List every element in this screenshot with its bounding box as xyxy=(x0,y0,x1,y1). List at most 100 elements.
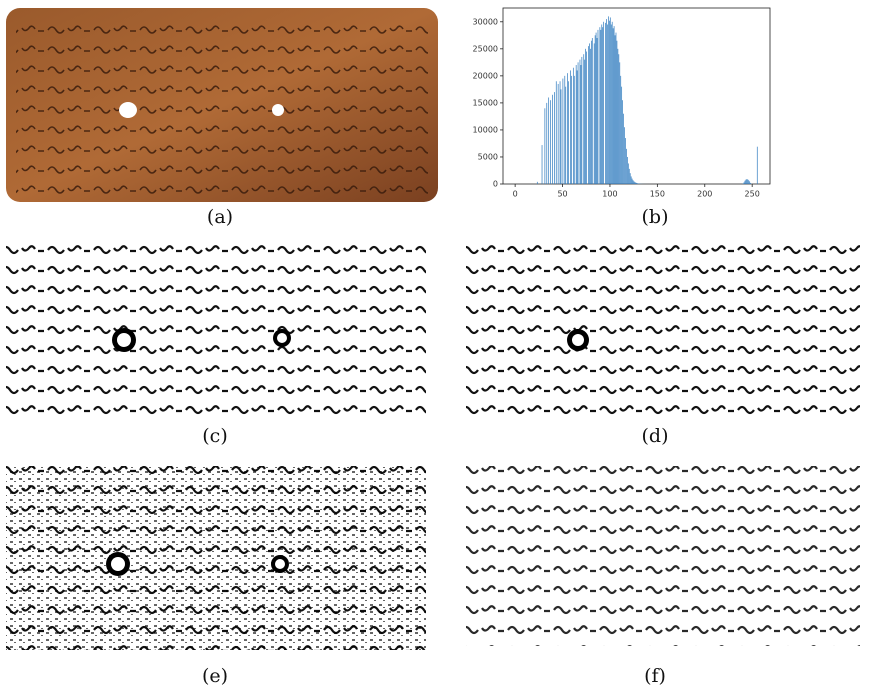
bar xyxy=(582,57,583,184)
bar xyxy=(628,163,629,184)
bar xyxy=(624,127,625,184)
bar xyxy=(594,43,595,184)
x-tick-label: 150 xyxy=(650,190,665,199)
y-tick-label: 20000 xyxy=(473,71,498,80)
bar xyxy=(634,181,635,184)
panel-label: (b) xyxy=(642,206,669,228)
x-tick-label: 50 xyxy=(557,190,567,199)
bar xyxy=(749,181,750,184)
bar xyxy=(635,182,636,184)
bar xyxy=(612,22,613,184)
bar xyxy=(588,46,589,184)
bar xyxy=(598,30,599,184)
bar xyxy=(558,84,559,184)
bar xyxy=(577,70,578,184)
bar xyxy=(629,169,630,184)
image-c xyxy=(6,242,426,422)
bar xyxy=(552,95,553,184)
bar xyxy=(747,179,748,184)
bar xyxy=(567,73,568,184)
bar xyxy=(589,43,590,184)
bar xyxy=(631,176,632,184)
bar xyxy=(565,87,566,184)
x-tick-label: 100 xyxy=(602,190,617,199)
image-e xyxy=(6,466,426,650)
bar xyxy=(746,179,747,184)
panel-label: (c) xyxy=(202,425,227,447)
bar xyxy=(561,89,562,184)
bar xyxy=(603,22,604,184)
bar xyxy=(610,17,611,184)
bar xyxy=(584,60,585,184)
bar xyxy=(585,49,586,184)
bar xyxy=(606,19,607,184)
bar xyxy=(616,33,617,184)
bar xyxy=(745,181,746,184)
bar xyxy=(618,49,619,184)
bar xyxy=(602,27,603,184)
x-tick-label: 250 xyxy=(745,190,760,199)
bar xyxy=(597,38,598,184)
panel-label: (d) xyxy=(642,425,669,447)
bar xyxy=(625,138,626,184)
bar xyxy=(580,60,581,184)
bar xyxy=(591,41,592,184)
bar xyxy=(633,180,634,184)
bar xyxy=(613,28,614,184)
bar xyxy=(614,26,615,184)
bar xyxy=(554,92,555,184)
bar xyxy=(590,49,591,184)
bar xyxy=(573,68,574,184)
panel-label: (e) xyxy=(202,665,228,687)
bar xyxy=(600,30,601,184)
bar xyxy=(586,52,587,184)
bar xyxy=(620,76,621,184)
bar xyxy=(548,97,549,184)
bar xyxy=(630,173,631,184)
bar xyxy=(568,81,569,184)
bar xyxy=(757,147,758,184)
bar xyxy=(556,81,557,184)
image-a xyxy=(6,8,438,202)
bar xyxy=(632,179,633,184)
plot-frame xyxy=(503,8,770,184)
bar xyxy=(537,182,538,184)
figure: 0500010000150002000025000300000501001502… xyxy=(0,0,874,692)
y-tick-label: 15000 xyxy=(473,98,498,107)
bar xyxy=(618,54,619,184)
bar xyxy=(619,62,620,184)
y-tick-label: 30000 xyxy=(473,17,498,26)
bar xyxy=(605,23,606,184)
bar xyxy=(611,24,612,184)
bar xyxy=(608,16,609,184)
x-tick-label: 200 xyxy=(697,190,712,199)
bar xyxy=(607,24,608,184)
bar xyxy=(746,180,747,184)
bar xyxy=(564,76,565,184)
bar xyxy=(570,70,571,184)
bar xyxy=(581,65,582,184)
bar xyxy=(560,81,561,184)
bar xyxy=(621,87,622,184)
image-d xyxy=(466,242,860,422)
bar xyxy=(637,183,638,184)
bar xyxy=(542,145,543,184)
bar xyxy=(600,27,601,184)
bar xyxy=(592,38,593,184)
x-tick-label: 0 xyxy=(513,190,518,199)
bar xyxy=(750,183,751,184)
bar xyxy=(595,35,596,184)
bar xyxy=(545,108,546,184)
bar xyxy=(623,114,624,184)
bar xyxy=(546,103,547,184)
bar xyxy=(615,35,616,184)
bar xyxy=(627,157,628,184)
bar xyxy=(637,183,638,184)
bar xyxy=(574,76,575,184)
panel-label: (a) xyxy=(207,206,233,228)
bar xyxy=(609,21,610,184)
y-tick-label: 0 xyxy=(493,180,498,189)
bar xyxy=(626,149,627,184)
image-f xyxy=(466,466,860,646)
